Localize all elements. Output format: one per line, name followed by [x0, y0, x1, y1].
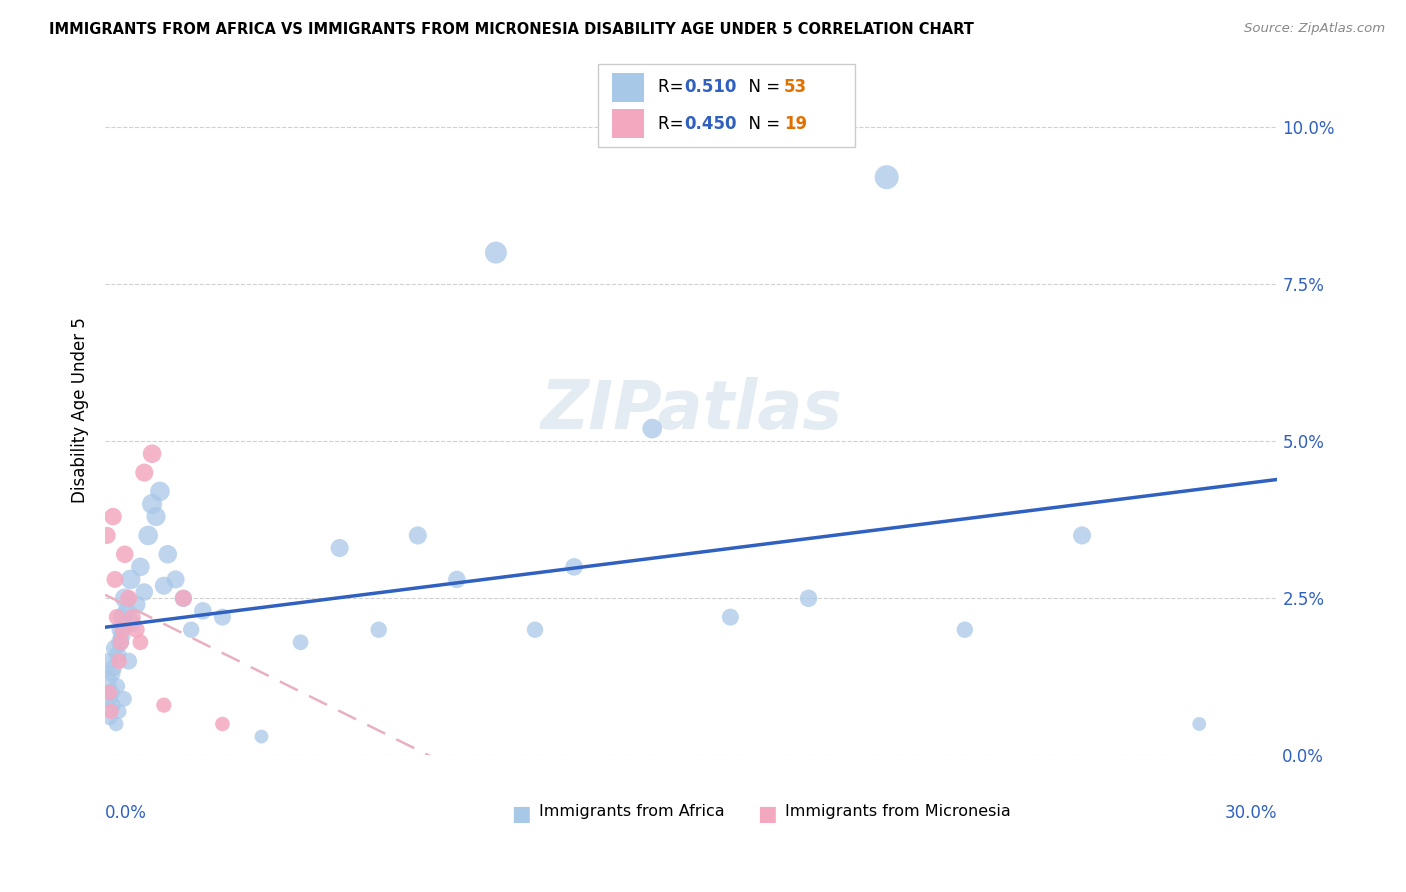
Point [211, 610, 233, 624]
Point [406, 528, 429, 542]
Point [104, 573, 127, 587]
Point [105, 610, 128, 624]
Point [250, 730, 273, 744]
Point [153, 698, 176, 712]
Point [141, 497, 163, 511]
Point [98, 685, 121, 699]
Point [145, 509, 167, 524]
Text: 0.510: 0.510 [685, 78, 737, 96]
Point [111, 629, 134, 643]
Point [118, 591, 141, 606]
Point [121, 616, 143, 631]
Point [101, 666, 124, 681]
Text: IMMIGRANTS FROM AFRICA VS IMMIGRANTS FROM MICRONESIA DISABILITY AGE UNDER 5 CORR: IMMIGRANTS FROM AFRICA VS IMMIGRANTS FRO… [49, 22, 974, 37]
Point [367, 623, 389, 637]
Text: R=: R= [658, 115, 689, 133]
Point [446, 573, 468, 587]
Point [108, 654, 131, 668]
Point [876, 170, 898, 185]
Point [96, 673, 118, 687]
Point [97, 691, 120, 706]
Point [112, 691, 135, 706]
FancyBboxPatch shape [598, 64, 855, 147]
Bar [612, 110, 644, 138]
Text: 0.0%: 0.0% [105, 804, 148, 822]
Text: N =: N = [738, 78, 786, 96]
Point [797, 591, 820, 606]
Point [562, 559, 585, 574]
Point [172, 591, 194, 606]
Point [118, 654, 141, 668]
Point [101, 698, 124, 712]
Text: Source: ZipAtlas.com: Source: ZipAtlas.com [1244, 22, 1385, 36]
Point [191, 604, 214, 618]
Point [111, 610, 134, 624]
Point [129, 635, 152, 649]
Point [290, 635, 312, 649]
Point [98, 654, 121, 668]
Point [98, 711, 121, 725]
Point [115, 604, 138, 618]
Point [103, 660, 125, 674]
Point [180, 623, 202, 637]
Point [111, 623, 134, 637]
Point [125, 598, 148, 612]
Text: 53: 53 [785, 78, 807, 96]
Point [100, 685, 122, 699]
Point [105, 717, 128, 731]
Text: 30.0%: 30.0% [1225, 804, 1278, 822]
Point [953, 623, 976, 637]
Point [96, 528, 118, 542]
Text: ZIPatlas: ZIPatlas [540, 376, 842, 442]
Point [1188, 717, 1211, 731]
Text: ■: ■ [758, 804, 778, 824]
Point [110, 635, 132, 649]
Point [172, 591, 194, 606]
Point [134, 585, 156, 599]
Point [104, 641, 127, 656]
Text: Immigrants from Micronesia: Immigrants from Micronesia [785, 804, 1011, 819]
Point [524, 623, 547, 637]
Text: 19: 19 [785, 115, 807, 133]
Point [129, 559, 152, 574]
Text: ■: ■ [512, 804, 531, 824]
Point [156, 547, 179, 561]
Point [1071, 528, 1094, 542]
Point [641, 421, 664, 435]
Point [125, 623, 148, 637]
Point [149, 484, 172, 499]
Point [107, 648, 129, 662]
Y-axis label: Disability Age Under 5: Disability Age Under 5 [72, 317, 89, 503]
Point [101, 509, 124, 524]
Point [120, 573, 142, 587]
Text: N =: N = [738, 115, 786, 133]
Point [108, 635, 131, 649]
Point [100, 705, 122, 719]
Text: Immigrants from Africa: Immigrants from Africa [538, 804, 724, 819]
Point [136, 528, 159, 542]
Point [165, 573, 187, 587]
Point [329, 541, 352, 555]
Point [141, 447, 163, 461]
Point [718, 610, 741, 624]
Point [105, 679, 128, 693]
Text: R=: R= [658, 78, 689, 96]
Point [114, 591, 136, 606]
Point [121, 610, 143, 624]
Point [211, 717, 233, 731]
Point [114, 547, 136, 561]
Point [110, 623, 132, 637]
Point [485, 245, 508, 260]
Bar [612, 73, 644, 102]
Point [108, 705, 131, 719]
Point [134, 466, 156, 480]
Point [153, 579, 176, 593]
Text: 0.450: 0.450 [685, 115, 737, 133]
